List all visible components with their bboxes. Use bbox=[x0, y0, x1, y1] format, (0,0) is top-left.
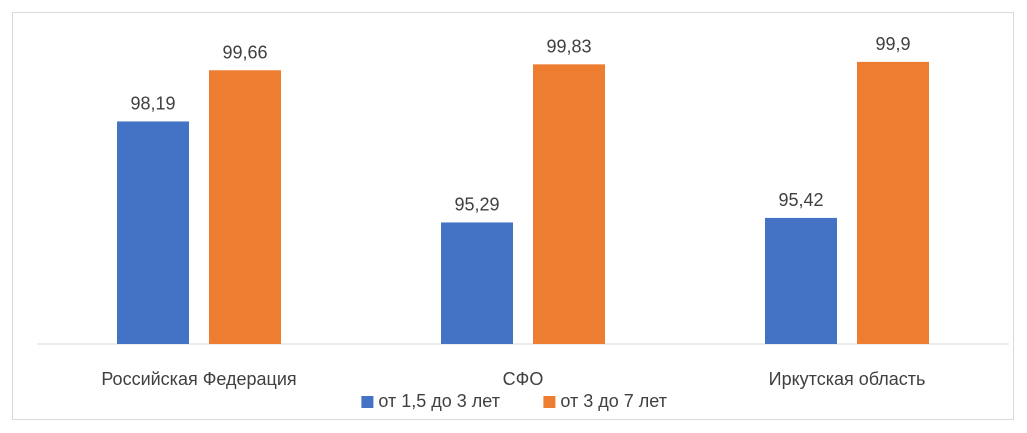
bar-series1-1 bbox=[441, 222, 513, 344]
data-label: 98,19 bbox=[130, 93, 175, 113]
category-label: Российская Федерация bbox=[101, 369, 296, 389]
legend-label: от 3 до 7 лет bbox=[560, 391, 667, 411]
category-labels-layer: Российская Федерация СФО Иркутская область bbox=[101, 369, 925, 389]
data-label: 99,83 bbox=[546, 36, 591, 56]
data-label: 99,66 bbox=[222, 42, 267, 62]
data-label: 99,9 bbox=[875, 34, 910, 54]
data-label: 95,42 bbox=[778, 190, 823, 210]
bar-series2-2 bbox=[857, 61, 929, 345]
data-labels-layer: 98,19 99,66 95,29 99,83 95,42 99,9 bbox=[130, 34, 910, 215]
legend-swatch bbox=[361, 396, 374, 408]
bar-series1-0 bbox=[117, 121, 189, 344]
bar-series1-2 bbox=[765, 217, 837, 344]
bar-series2-1 bbox=[533, 64, 605, 345]
category-label: СФО bbox=[503, 369, 544, 389]
chart-frame: 98,19 99,66 95,29 99,83 95,42 99,9 Российская… bbox=[12, 12, 1014, 420]
data-label: 95,29 bbox=[454, 194, 499, 214]
legend-label: от 1,5 до 3 лет bbox=[378, 391, 500, 411]
category-label: Иркутская область bbox=[769, 369, 926, 389]
bar-series2-0 bbox=[209, 70, 281, 344]
legend: от 1,5 до 3 лет от 3 до 7 лет bbox=[361, 391, 667, 411]
bars-layer bbox=[117, 61, 929, 345]
legend-swatch bbox=[543, 396, 556, 408]
